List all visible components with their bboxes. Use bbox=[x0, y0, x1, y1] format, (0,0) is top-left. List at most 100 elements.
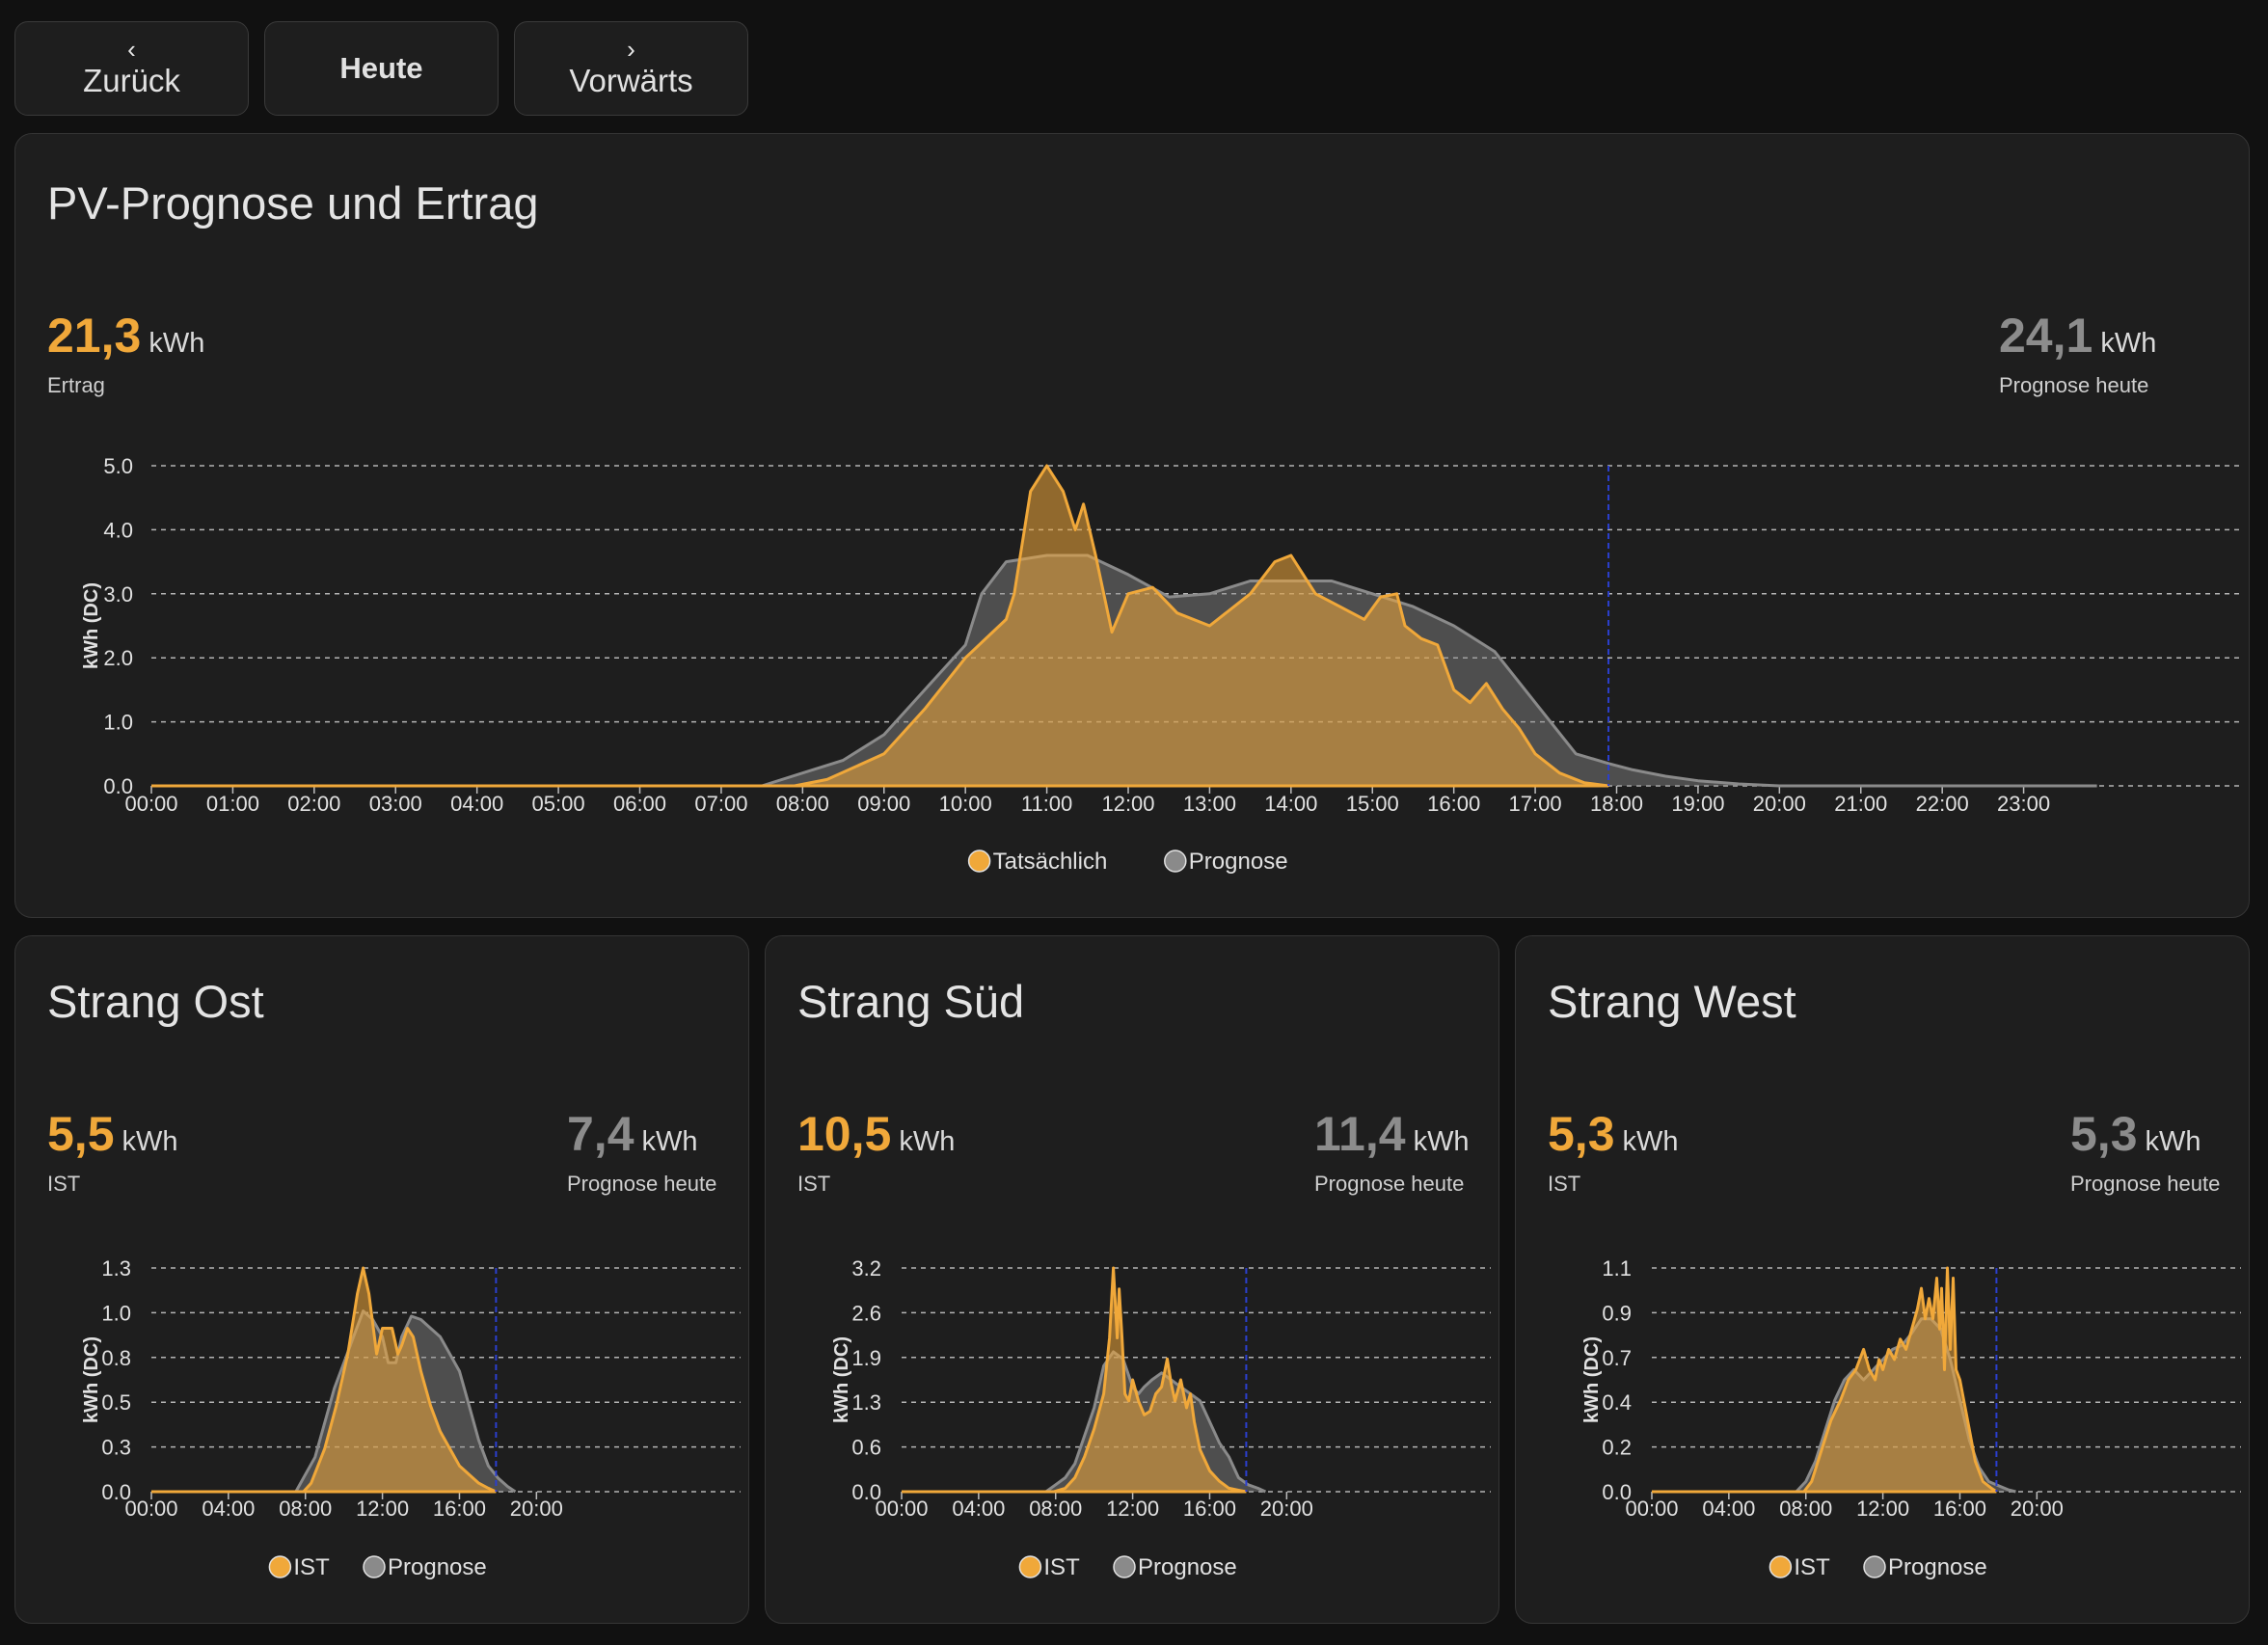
x-tick-label: 03:00 bbox=[369, 792, 422, 816]
string-actual-unit: kWh bbox=[1622, 1126, 1679, 1157]
x-tick-label: 20:00 bbox=[510, 1497, 563, 1521]
legend-label: Prognose bbox=[1189, 849, 1288, 875]
string-actual-value: 10,5 bbox=[797, 1107, 892, 1161]
card-title: Strang Süd bbox=[797, 976, 1025, 1027]
forward-button[interactable]: › Vorwärts bbox=[514, 21, 748, 116]
y-tick-label: 0.4 bbox=[1602, 1390, 1632, 1415]
string-actual-stat: 5,5 kWh IST bbox=[47, 1106, 178, 1197]
string-actual-value: 5,3 bbox=[1548, 1107, 1615, 1161]
x-tick-label: 08:00 bbox=[279, 1497, 332, 1521]
today-button[interactable]: Heute bbox=[264, 21, 499, 116]
y-tick-label: 0.5 bbox=[101, 1390, 131, 1415]
y-tick-label: 0.3 bbox=[101, 1436, 131, 1460]
x-tick-label: 12:00 bbox=[1856, 1497, 1909, 1521]
string-forecast-unit: kWh bbox=[1413, 1126, 1470, 1157]
legend-swatch bbox=[1164, 849, 1187, 873]
x-tick-label: 04:00 bbox=[952, 1497, 1005, 1521]
forecast-today-caption: Prognose heute bbox=[1999, 373, 2149, 397]
string-actual-stat: 10,5 kWh IST bbox=[797, 1106, 955, 1197]
y-tick-label: 1.0 bbox=[103, 711, 133, 735]
x-tick-label: 12:00 bbox=[1101, 792, 1154, 816]
y-tick-label: 0.0 bbox=[1602, 1480, 1632, 1504]
x-tick-label: 07:00 bbox=[694, 792, 747, 816]
legend-swatch bbox=[1768, 1555, 1793, 1578]
string-chart[interactable]: 0.0 0.6 1.3 1.9 2.6 3.2 kWh (DC) 00:00 04:00 08:0… bbox=[766, 936, 1500, 1625]
x-tick-label: 20:00 bbox=[2011, 1497, 2064, 1521]
legend-label: Prognose bbox=[388, 1554, 487, 1580]
x-tick-label: 20:00 bbox=[1753, 792, 1806, 816]
y-tick-label: 0.9 bbox=[1602, 1301, 1632, 1325]
back-button[interactable]: ‹ Zurück bbox=[14, 21, 249, 116]
x-tick-label: 16:00 bbox=[1183, 1497, 1236, 1521]
actual-line bbox=[902, 1266, 1247, 1494]
x-tick-label: 12:00 bbox=[1106, 1497, 1159, 1521]
x-tick-label: 06:00 bbox=[613, 792, 666, 816]
legend-swatch bbox=[967, 849, 991, 873]
actual-area bbox=[1652, 1268, 1997, 1492]
legend-label: IST bbox=[1043, 1554, 1080, 1580]
string-forecast-value: 7,4 bbox=[567, 1107, 634, 1161]
pv-forecast-card: PV-Prognose und Ertrag 21,3 kWh Ertrag 24… bbox=[14, 133, 2250, 918]
x-tick-label: 00:00 bbox=[124, 792, 177, 816]
y-tick-label: 1.0 bbox=[101, 1301, 131, 1325]
card-title: Strang West bbox=[1548, 976, 1796, 1027]
actual-yield-stat: 21,3 kWh Ertrag bbox=[47, 308, 204, 398]
x-tick-label: 12:00 bbox=[356, 1497, 409, 1521]
y-tick-label: 2.0 bbox=[103, 646, 133, 670]
today-button-label: Heute bbox=[339, 51, 423, 85]
string-actual-unit: kWh bbox=[122, 1126, 178, 1157]
y-tick-label: 0.0 bbox=[851, 1480, 881, 1504]
legend-label: IST bbox=[1794, 1554, 1830, 1580]
string-forecast-value: 5,3 bbox=[2070, 1107, 2138, 1161]
x-tick-label: 10:00 bbox=[939, 792, 992, 816]
forecast-line bbox=[902, 1350, 1267, 1494]
legend-swatch bbox=[363, 1555, 386, 1578]
string-actual-caption: IST bbox=[1548, 1172, 1581, 1196]
string-forecast-caption: Prognose heute bbox=[1314, 1172, 1465, 1196]
legend-label: IST bbox=[293, 1554, 330, 1580]
x-tick-label: 20:00 bbox=[1260, 1497, 1313, 1521]
y-axis-label: kWh (DC) bbox=[831, 1336, 852, 1423]
legend-swatch bbox=[1863, 1555, 1886, 1578]
y-tick-label: 1.3 bbox=[851, 1390, 881, 1415]
y-tick-label: 0.7 bbox=[1602, 1346, 1632, 1370]
x-tick-label: 04:00 bbox=[450, 792, 503, 816]
x-tick-label: 00:00 bbox=[124, 1497, 177, 1521]
x-tick-label: 21:00 bbox=[1834, 792, 1887, 816]
legend-label: Prognose bbox=[1138, 1554, 1237, 1580]
x-tick-label: 22:00 bbox=[1916, 792, 1969, 816]
string-forecast-unit: kWh bbox=[641, 1126, 698, 1157]
y-tick-label: 0.2 bbox=[1602, 1436, 1632, 1460]
x-tick-label: 19:00 bbox=[1671, 792, 1724, 816]
x-tick-label: 16:00 bbox=[1427, 792, 1480, 816]
x-tick-label: 04:00 bbox=[1702, 1497, 1755, 1521]
string-chart[interactable]: 0.0 0.2 0.4 0.7 0.9 1.1 kWh (DC) 00:00 04:00 08:0… bbox=[1516, 936, 2251, 1625]
x-tick-label: 18:00 bbox=[1590, 792, 1643, 816]
string-chart[interactable]: 0.0 0.3 0.5 0.8 1.0 1.3 kWh (DC) 00:00 04:00 08:0… bbox=[15, 936, 750, 1625]
x-tick-label: 08:00 bbox=[1779, 1497, 1832, 1521]
actual-line bbox=[151, 1266, 498, 1494]
actual-line bbox=[1652, 1266, 1998, 1494]
y-tick-label: 1.9 bbox=[851, 1346, 881, 1370]
string-actual-caption: IST bbox=[47, 1172, 81, 1196]
legend-swatch bbox=[1113, 1555, 1136, 1578]
legend-swatch bbox=[1018, 1555, 1042, 1578]
string-forecast-stat: 11,4 kWh Prognose heute bbox=[1314, 1106, 1470, 1197]
x-tick-label: 11:00 bbox=[1021, 792, 1072, 816]
x-tick-label: 01:00 bbox=[206, 792, 259, 816]
string-actual-stat: 5,3 kWh IST bbox=[1548, 1106, 1679, 1197]
forecast-today-value: 24,1 bbox=[1999, 309, 2093, 363]
chevron-left-icon: ‹ bbox=[127, 35, 136, 64]
x-tick-label: 04:00 bbox=[202, 1497, 255, 1521]
x-tick-label: 08:00 bbox=[1029, 1497, 1082, 1521]
x-tick-label: 15:00 bbox=[1346, 792, 1399, 816]
legend-swatch bbox=[268, 1555, 292, 1578]
y-tick-label: 3.0 bbox=[103, 582, 133, 607]
y-axis-label: kWh (DC) bbox=[81, 582, 102, 669]
string-forecast-value: 11,4 bbox=[1314, 1107, 1406, 1161]
y-tick-label: 3.2 bbox=[851, 1256, 881, 1281]
pv-chart[interactable]: 0.0 1.0 2.0 3.0 4.0 5.0 kWh (DC) 00:00 01:00 02:0… bbox=[15, 134, 2251, 919]
y-axis-label: kWh (DC) bbox=[1581, 1336, 1603, 1423]
card-title: PV-Prognose und Ertrag bbox=[47, 177, 539, 229]
x-tick-label: 13:00 bbox=[1183, 792, 1236, 816]
